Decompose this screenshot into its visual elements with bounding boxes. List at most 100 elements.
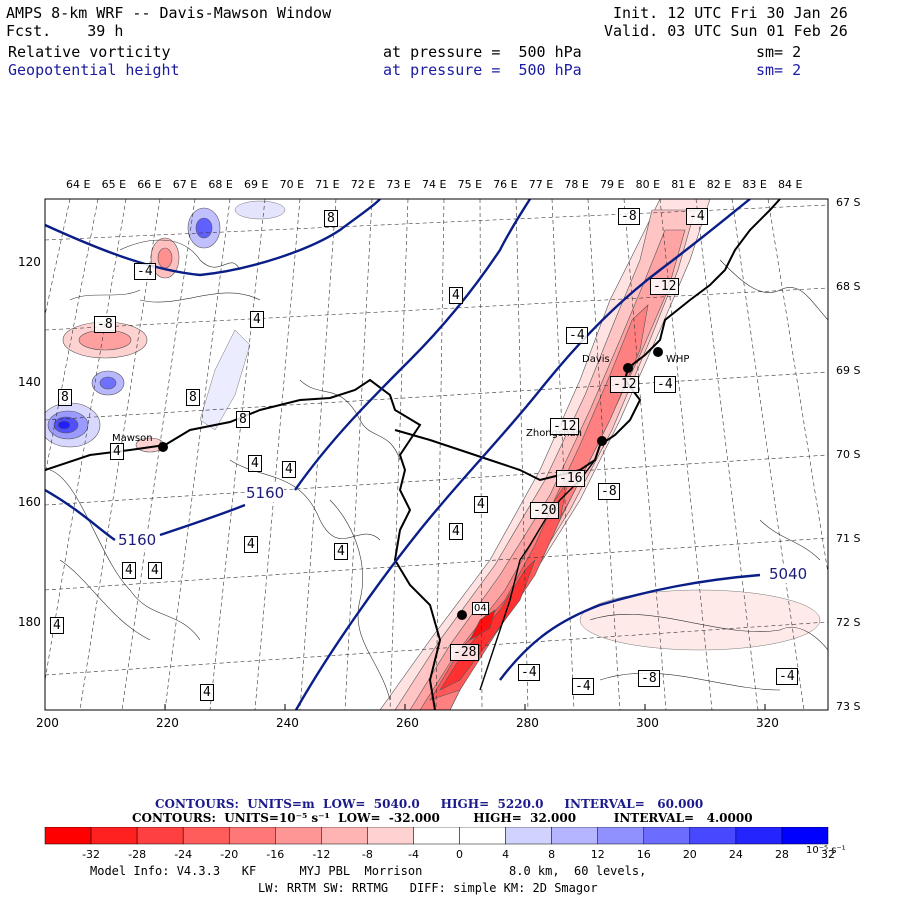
- vorticity-contour-label: 4: [148, 562, 162, 579]
- longitude-label: 71 E: [315, 178, 340, 191]
- y-tick-label: 120: [18, 255, 41, 269]
- latitude-label: 73 S: [836, 700, 861, 713]
- longitude-label: 66 E: [137, 178, 162, 191]
- color-bar-swatch: [413, 827, 460, 845]
- vorticity-contour-label: -28: [450, 644, 480, 661]
- color-bar-label: 32: [821, 848, 835, 861]
- vorticity-contour-label: 4: [50, 617, 64, 634]
- color-bar-label: 4: [502, 848, 510, 861]
- longitude-label: 64 E: [66, 178, 91, 191]
- forecast-value: 39 h: [87, 22, 124, 40]
- field1-smooth: sm= 2: [756, 43, 802, 61]
- vorticity-contour-label: -16: [556, 470, 586, 487]
- contours-label-2: CONTOURS:: [132, 811, 216, 825]
- longitude-label: 81 E: [671, 178, 696, 191]
- x-tick-label: 320: [756, 716, 779, 730]
- longitude-label: 75 E: [457, 178, 483, 191]
- color-bar-swatch: [275, 827, 322, 845]
- init-time: Init. 12 UTC Fri 30 Jan 26: [613, 4, 848, 22]
- color-bar-swatch: [505, 827, 552, 845]
- longitude-label: 77 E: [528, 178, 554, 191]
- forecast-hours: Fcst. 39 h: [6, 22, 123, 40]
- height-label: 5040: [769, 565, 808, 583]
- vorticity-contours: [49, 239, 828, 701]
- lat-lon-grid: [45, 199, 828, 710]
- axis-ticks: [44, 704, 766, 710]
- vorticity-contour-label: -4: [572, 678, 594, 695]
- station-mawson-dot[interactable]: [158, 442, 168, 452]
- station-davis-dot[interactable]: [623, 363, 633, 373]
- latitude-label: 71 S: [836, 532, 861, 545]
- vorticity-contour-label: 4: [334, 543, 348, 560]
- height-contours: [45, 199, 761, 710]
- valid-time: Valid. 03 UTC Sun 01 Feb 26: [604, 22, 848, 40]
- longitude-label: 68 E: [208, 178, 233, 191]
- station-zhongshan-dot[interactable]: [597, 436, 607, 446]
- color-bar: [44, 827, 829, 845]
- color-bar-label: -16: [266, 848, 285, 861]
- contours-info-height: CONTOURS: UNITS=m LOW= 5040.0 HIGH= 5220…: [155, 797, 703, 811]
- field1-level: at pressure = 500 hPa: [383, 43, 582, 61]
- contours-interval-1: INTERVAL= 60.000: [564, 797, 704, 811]
- vorticity-contour-label: 4: [248, 455, 262, 472]
- station-label: WHP: [666, 354, 690, 365]
- contours-interval-2: INTERVAL= 4.0000: [613, 811, 753, 825]
- vorticity-contour-label: -4: [134, 263, 156, 280]
- color-bar-label: -20: [220, 848, 239, 861]
- y-tick-label: 180: [18, 615, 41, 629]
- color-bar-label: 16: [636, 848, 651, 861]
- color-bar-label: -32: [82, 848, 101, 861]
- longitude-label: 73 E: [386, 178, 411, 191]
- field2-smooth: sm= 2: [756, 61, 802, 79]
- height-label: 5160: [246, 484, 285, 502]
- longitude-label: 74 E: [422, 178, 447, 191]
- color-bar-label: 8: [548, 848, 556, 861]
- longitude-label: 70 E: [279, 178, 305, 191]
- vorticity-contour-label: 4: [282, 461, 296, 478]
- color-bar-label: -8: [361, 848, 373, 861]
- x-tick-label: 220: [156, 716, 179, 730]
- valid-label: Valid.: [604, 22, 659, 40]
- color-bar-label: 0: [456, 848, 464, 861]
- vorticity-contour-label: -4: [654, 376, 676, 393]
- longitude-label: 69 E: [244, 178, 269, 191]
- vorticity-contour-label: -8: [94, 316, 116, 333]
- longitude-label: 78 E: [564, 178, 589, 191]
- vorticity-contour-label: 4: [449, 287, 463, 304]
- color-bar-label: 24: [728, 848, 743, 861]
- vorticity-contour-label: 4: [250, 311, 264, 328]
- vorticity-contour-label: 4: [449, 523, 463, 540]
- init-value: 12 UTC Fri 30 Jan 26: [667, 4, 848, 22]
- chart-title: AMPS 8-km WRF -- Davis-Mawson Window: [6, 4, 332, 22]
- physics-info: LW: RRTM SW: RRTMG DIFF: simple KM: 2D S…: [258, 881, 598, 895]
- longitude-label: 65 E: [101, 178, 127, 191]
- vorticity-contour-label: -12: [550, 418, 580, 435]
- vorticity-contour-label: 4: [200, 684, 214, 701]
- station-04-dot[interactable]: [457, 610, 467, 620]
- color-bar-swatch: [643, 827, 691, 845]
- vorticity-contour-label: 8: [236, 411, 250, 428]
- contours-info-vorticity: CONTOURS: UNITS=10⁻⁵ s⁻¹ LOW= -32.000 HI…: [132, 811, 753, 825]
- latitude-label: 68 S: [836, 280, 861, 293]
- color-bar-swatch: [597, 827, 645, 845]
- x-tick-label: 260: [396, 716, 419, 730]
- field1-name: Relative vorticity: [8, 43, 171, 61]
- color-bar-swatch: [136, 827, 184, 845]
- ice-shelf-edge: [479, 459, 596, 691]
- height-label: 5160: [118, 531, 157, 549]
- color-bar-swatch: [44, 827, 92, 845]
- field2-level: at pressure = 500 hPa: [383, 61, 582, 79]
- vorticity-contour-label: -20: [530, 502, 560, 519]
- x-tick-label: 280: [516, 716, 539, 730]
- x-tick-label: 240: [276, 716, 299, 730]
- color-bar-swatch: [367, 827, 414, 845]
- vorticity-contour-label: -8: [598, 483, 620, 500]
- longitude-label: 76 E: [493, 178, 518, 191]
- color-bar-units: 10⁻⁵ s⁻¹: [806, 845, 846, 856]
- contours-label-1: CONTOURS:: [155, 797, 239, 811]
- station-whp-dot[interactable]: [653, 347, 663, 357]
- longitude-label: 82 E: [706, 178, 732, 191]
- contours-high-2: HIGH= 32.000: [473, 811, 577, 825]
- latitude-label: 69 S: [836, 364, 861, 377]
